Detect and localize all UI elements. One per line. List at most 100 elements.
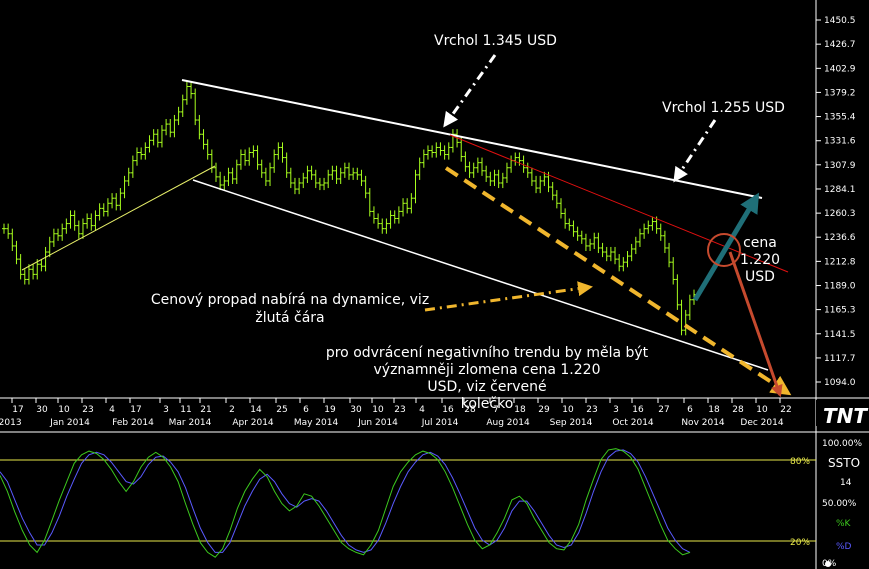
arrow-to-peak-1255: [673, 119, 717, 183]
ohlc-bar: [89, 213, 94, 231]
oscillator-title: SSTO: [828, 456, 860, 470]
price-axis-tick-label: 1260.3: [824, 209, 856, 219]
ohlc-bar: [425, 145, 430, 160]
annotation-peak-1345: Vrchol 1.345 USD: [434, 33, 557, 49]
ohlc-bar: [504, 162, 509, 183]
time-axis-day-label: 18: [514, 405, 526, 415]
ohlc-bar: [500, 172, 505, 189]
ohlc-bar: [193, 88, 198, 126]
oscillator-period: 14: [840, 478, 852, 488]
ohlc-bar: [122, 175, 127, 199]
ohlc-bar: [43, 246, 48, 272]
ohlc-bar: [671, 257, 676, 285]
time-axis-day-label: 19: [324, 405, 336, 415]
ohlc-bar: [347, 162, 351, 180]
ohlc-bar: [409, 193, 414, 214]
ohlc-bar: [342, 162, 347, 178]
ohlc-bar: [471, 162, 476, 178]
time-axis-day-label: 3: [163, 405, 169, 415]
ohlc-bar: [338, 167, 343, 184]
price-axis-tick-label: 1189.0: [824, 282, 856, 292]
ohlc-bar: [263, 167, 268, 187]
ohlc-bar: [534, 175, 539, 194]
ohlc-bar: [176, 106, 181, 126]
ohlc-bar: [438, 142, 443, 156]
ohlc-bar: [164, 119, 169, 136]
ohlc-bar: [6, 223, 11, 239]
time-axis-month-label: May 2014: [294, 418, 339, 428]
ohlc-bar: [93, 210, 98, 231]
time-axis-month-label: Aug 2014: [486, 418, 530, 428]
ohlc-bar: [392, 210, 397, 224]
ohlc-bar: [114, 193, 119, 211]
ohlc-bar: [521, 155, 526, 173]
time-axis-day-label: 6: [303, 405, 309, 415]
time-axis-month-label: Nov 2014: [681, 418, 725, 428]
ohlc-bar: [450, 129, 455, 153]
ohlc-bar: [135, 147, 140, 166]
ohlc-bar: [583, 233, 588, 252]
ohlc-bar: [276, 142, 281, 160]
price-axis-tick-label: 1236.6: [824, 233, 856, 243]
ohlc-bar: [687, 294, 692, 321]
ohlc-bar: [97, 203, 102, 221]
ohlc-bar: [255, 145, 260, 170]
ohlc-bar: [80, 218, 85, 239]
support-line-yellow-thin: [21, 165, 216, 271]
ohlc-bar: [147, 135, 152, 153]
ohlc-bar: [662, 230, 667, 254]
ohlc-bar: [105, 198, 110, 217]
ohlc-bar: [238, 149, 243, 170]
ohlc-bar: [317, 177, 322, 191]
ohlc-bar: [51, 228, 56, 247]
time-axis-month-label: Apr 2014: [232, 418, 274, 428]
ohlc-bar: [629, 243, 634, 262]
time-axis-month-label: Feb 2014: [112, 418, 154, 428]
ohlc-bar: [322, 177, 327, 191]
ohlc-bar: [251, 145, 256, 158]
ohlc-bar: [625, 251, 630, 268]
time-axis-month-label: Jul 2014: [421, 418, 459, 428]
ohlc-bar: [2, 223, 6, 234]
ohlc-bar: [18, 254, 23, 280]
ohlc-bar: [126, 167, 131, 187]
annotation-price-1220: cena 1.220 USD: [740, 235, 780, 285]
time-axis-day-label: 16: [442, 405, 454, 415]
time-axis-month-label: Dec 2014: [740, 418, 783, 428]
stoch-k-legend: %K: [836, 519, 852, 529]
ohlc-bar: [492, 169, 497, 187]
ohlc-bar: [159, 125, 164, 148]
ohlc-bar: [558, 198, 563, 219]
time-axis-day-label: 22: [780, 405, 791, 415]
time-axis-day-label: 11: [180, 405, 191, 415]
ohlc-bar: [72, 210, 77, 231]
price-axis-tick-label: 1355.4: [824, 113, 856, 123]
ohlc-bar: [380, 218, 385, 234]
price-axis-tick-label: 1426.7: [824, 40, 856, 50]
ohlc-bar: [330, 165, 335, 180]
time-axis-month-label: Jan 2014: [49, 418, 90, 428]
ohlc-bar: [542, 171, 547, 187]
ohlc-bar: [467, 161, 472, 178]
price-axis-tick-label: 1331.6: [824, 137, 856, 147]
time-axis-day-label: 29: [538, 405, 550, 415]
stoch-d-legend: %D: [836, 542, 852, 552]
tnt-logo: TNT: [816, 400, 869, 428]
time-axis-day-label: 23: [394, 405, 405, 415]
ohlc-bar: [575, 226, 580, 241]
price-axis-tick-label: 1450.5: [824, 16, 856, 26]
time-axis-month-label: Mar 2014: [169, 418, 212, 428]
ohlc-bar: [529, 167, 534, 187]
time-axis-month-label: Jun 2014: [357, 418, 398, 428]
ohlc-bar: [218, 171, 223, 191]
ohlc-bar: [588, 238, 593, 252]
ohlc-bar: [305, 165, 310, 183]
ohlc-bar: [579, 230, 584, 244]
oscillator-tick-100: 100.00%: [822, 439, 862, 449]
ohlc-bar: [463, 151, 468, 172]
time-axis-day-label: 25: [276, 405, 287, 415]
time-axis-day-label: 21: [200, 405, 211, 415]
time-axis-day-label: 17: [12, 405, 23, 415]
ohlc-bar: [642, 223, 647, 239]
ohlc-bar: [367, 188, 372, 217]
